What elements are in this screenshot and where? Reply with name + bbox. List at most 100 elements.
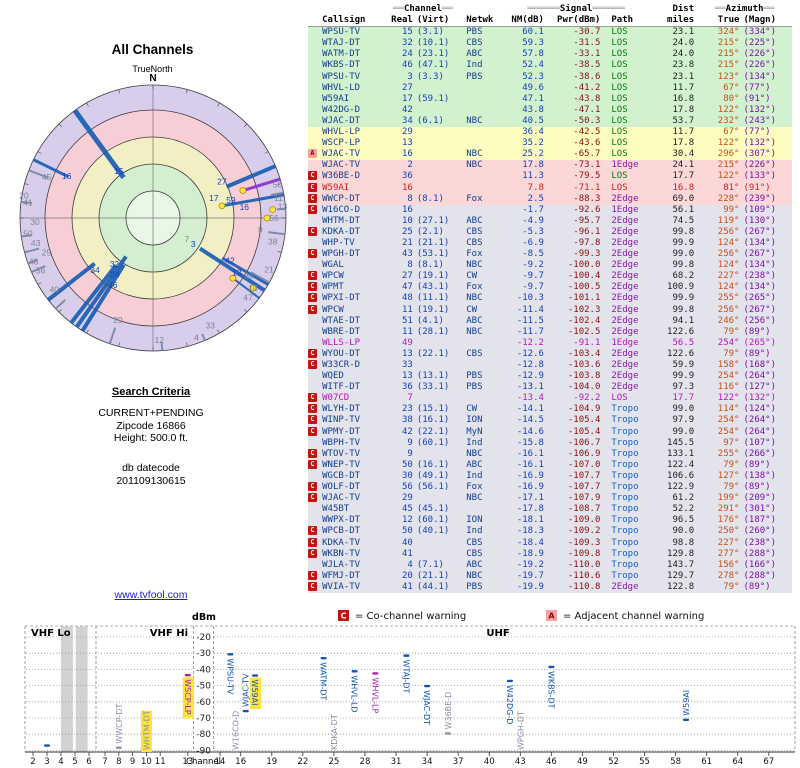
- table-cell: 122.6: [667, 348, 695, 359]
- table-cell: CW: [466, 271, 478, 282]
- table-cell: ABC: [466, 215, 483, 226]
- warning-cell: C: [308, 482, 322, 493]
- table-cell: Ind: [466, 470, 483, 481]
- table-cell: 11.7: [672, 82, 695, 93]
- station-bearing-bar: [232, 277, 260, 299]
- table-cell: -92.6: [573, 204, 601, 215]
- table-row: A WJAC-TV 16 NBC 25.2 -65.7 LOS 30.4 296° (307°): [308, 149, 792, 161]
- station-bearing-bar: [20, 200, 33, 205]
- table-cell: -103.8: [567, 371, 601, 382]
- table-cell: (28.1): [416, 326, 450, 337]
- tvfool-link[interactable]: www.tvfool.com: [114, 589, 188, 601]
- table-cell: -6.9: [522, 237, 544, 248]
- dbm-tick-label: -50: [196, 682, 211, 692]
- table-cell: 61.2: [672, 493, 695, 504]
- table-cell: -10.3: [516, 293, 544, 304]
- col-true: True: [697, 15, 740, 28]
- table-cell: -13.1: [516, 382, 544, 393]
- table-cell: Tropo: [611, 559, 639, 570]
- table-cell: -1.7: [522, 204, 544, 215]
- table-cell: 27: [402, 82, 413, 93]
- table-cell: LOS: [611, 149, 628, 160]
- highlight-dot: [269, 206, 277, 214]
- co-channel-legend-letter: C: [341, 612, 347, 621]
- table-cell: (264°): [743, 426, 776, 437]
- table-cell: WPSU-TV: [322, 27, 361, 38]
- shaded-band: [75, 626, 88, 752]
- table-cell: W59AI: [322, 182, 350, 193]
- warning-cell: [308, 105, 322, 116]
- table-cell: -99.3: [573, 249, 601, 260]
- table-cell: LOS: [611, 71, 628, 82]
- table-cell: WTAJ-DT: [322, 38, 361, 49]
- table-cell: (21.1): [416, 237, 450, 248]
- table-cell: 106.6: [667, 470, 695, 481]
- table-cell: [461, 127, 501, 138]
- col-pwr: Pwr(dBm): [545, 15, 605, 28]
- radar-channel-label: 50: [23, 228, 33, 238]
- table-cell: (19.1): [416, 304, 450, 315]
- table-cell: 99.0: [672, 426, 695, 437]
- table-cell: KDKA-TV: [322, 537, 361, 548]
- table-cell: Tropo: [611, 415, 639, 426]
- db-datecode-value: 201109130615: [116, 474, 186, 487]
- table-cell: ABC: [466, 559, 483, 570]
- table-cell: (16.1): [416, 415, 450, 426]
- table-cell: 17.8: [522, 160, 544, 171]
- table-row: WWPX-DT 12 (60.1) ION -18.1 -109.0 Tropo 96.5 17…: [308, 515, 792, 527]
- table-cell: 122°: [717, 104, 740, 115]
- adjacent-legend-text: = Adjacent channel warning: [563, 611, 704, 622]
- table-cell: (307°): [743, 149, 776, 160]
- warning-cell: [308, 504, 322, 515]
- table-cell: 47.1: [522, 93, 544, 104]
- warning-cell: C: [308, 204, 322, 216]
- table-cell: -14.6: [516, 426, 544, 437]
- table-cell: (107°): [743, 437, 776, 448]
- table-cell: (45.1): [416, 504, 450, 515]
- warning-cell: [308, 382, 322, 393]
- table-cell: 114°: [717, 404, 740, 415]
- co-channel-warning-badge: C: [308, 581, 317, 591]
- table-cell: 30.4: [672, 149, 695, 160]
- table-cell: (267°): [743, 226, 776, 237]
- table-cell: (89°): [743, 326, 771, 337]
- table-cell: 228°: [717, 193, 740, 204]
- table-cell: 2Edge: [611, 249, 639, 260]
- warning-cell: C: [308, 570, 322, 582]
- station-bearing-bar: [270, 191, 284, 197]
- table-cell: (243°): [743, 115, 776, 126]
- station-bearing-bar: [268, 231, 286, 236]
- warning-cell: [308, 38, 322, 49]
- table-cell: (56.1): [416, 482, 450, 493]
- station-bearing-bar: [75, 255, 128, 329]
- table-cell: -79.5: [573, 171, 601, 182]
- table-cell: 13: [402, 138, 413, 149]
- co-channel-warning-badge: C: [308, 426, 317, 436]
- table-cell: -30.7: [573, 27, 601, 38]
- radar-channel-label: 13: [232, 267, 242, 277]
- table-cell: 20: [402, 570, 413, 581]
- radar-channel-label: 47: [243, 293, 253, 303]
- station-bearing-bar: [221, 193, 285, 208]
- table-cell: 2.5: [527, 193, 544, 204]
- station-marker: [351, 670, 358, 673]
- table-cell: -73.1: [573, 160, 601, 171]
- table-cell: (15.1): [416, 404, 450, 415]
- table-cell: 9: [407, 437, 413, 448]
- table-cell: 79°: [723, 482, 740, 493]
- warning-cell: C: [308, 415, 322, 426]
- label-highlight: [250, 677, 262, 710]
- table-column-header-row: Callsign Real (Virt) Netwk NM(dB) Pwr(dB…: [308, 15, 792, 28]
- table-cell: (60.1): [416, 437, 450, 448]
- table-cell: Tropo: [611, 459, 639, 470]
- table-cell: 2Edge: [611, 315, 639, 326]
- co-channel-warning-badge: C: [308, 393, 317, 403]
- table-cell: 16: [402, 204, 413, 215]
- table-cell: [461, 504, 501, 515]
- table-row: WGCB-DT 30 (49.1) Ind -16.9 -107.7 Tropo 106.6 1…: [308, 470, 792, 483]
- co-channel-warning-badge: C: [308, 271, 317, 281]
- table-row: C WNEP-TV 50 (16.1) ABC -16.1 -107.0 Tropo 122.4…: [308, 459, 792, 471]
- warning-cell: [308, 49, 322, 60]
- azimuth-group-header: Azimuth: [697, 4, 792, 15]
- station-bearing-bar: [250, 271, 270, 284]
